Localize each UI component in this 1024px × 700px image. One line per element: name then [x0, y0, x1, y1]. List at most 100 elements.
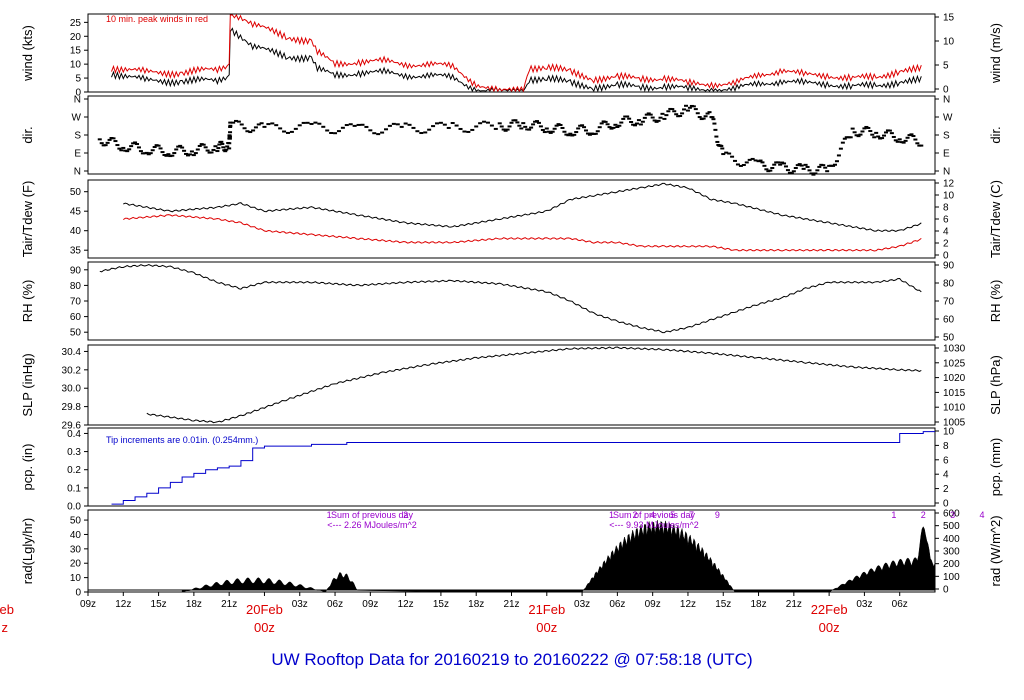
dir-dot: [372, 132, 377, 135]
hour-marker: 3: [950, 510, 955, 520]
y-axis-label-right: dir.: [988, 126, 1003, 143]
dir-dot: [399, 125, 404, 128]
series-line-temp: [123, 182, 922, 233]
dir-dot: [236, 120, 241, 123]
series-line-wind: [111, 13, 922, 93]
dir-dot: [856, 135, 861, 138]
series-area-rad: [181, 520, 936, 593]
panel-frame: [87, 509, 936, 593]
dir-dot: [136, 146, 141, 149]
left-tick-label: N: [74, 167, 81, 178]
left-tick-label: 0.3: [67, 447, 81, 458]
time-tick-label: 21z: [786, 599, 802, 610]
left-tick-label: 50: [70, 516, 82, 527]
dir-dot: [411, 126, 416, 129]
dir-dot: [801, 167, 806, 170]
dir-dot: [182, 149, 187, 152]
dir-dot: [880, 137, 885, 140]
time-tick-label: 06z: [609, 599, 625, 610]
dir-dot: [228, 124, 233, 127]
dir-dot: [209, 151, 214, 154]
dir-dot: [227, 134, 232, 137]
y-axis-label-left: pcp. (in): [20, 444, 35, 491]
dir-dot: [509, 121, 514, 124]
dir-dot: [674, 113, 679, 116]
dir-dot: [156, 144, 161, 147]
time-tick-label: 15z: [715, 599, 731, 610]
dir-dot: [446, 126, 451, 129]
y-axis-label-right: wind (m/s): [988, 23, 1003, 84]
dir-dot: [97, 138, 102, 141]
left-tick-label: 0: [75, 588, 81, 599]
dir-dot: [703, 115, 708, 118]
dir-dot: [793, 167, 798, 170]
dir-dot: [225, 145, 230, 148]
right-tick-label: 10: [943, 37, 955, 48]
right-tick-label: 15: [943, 13, 955, 24]
dir-dot: [872, 136, 877, 139]
dir-dot: [831, 164, 836, 167]
left-tick-label: 20: [70, 32, 82, 43]
dir-dot: [805, 165, 810, 168]
left-tick-label: 0.4: [67, 429, 81, 440]
dir-dot: [193, 152, 198, 155]
dir-dot: [187, 153, 192, 156]
dir-dot: [670, 108, 675, 111]
dir-dot: [216, 147, 221, 150]
dir-dot: [144, 151, 149, 154]
left-tick-label: 35: [70, 246, 82, 257]
dir-dot: [454, 124, 459, 127]
dir-dot: [253, 126, 258, 129]
time-tick-label: 12z: [680, 599, 696, 610]
hour-marker: 5: [670, 510, 675, 520]
dir-dot: [384, 128, 389, 131]
dir-dot: [462, 130, 467, 133]
left-tick-label: 0.0: [67, 502, 81, 513]
dir-dot: [562, 130, 567, 133]
right-tick-label: 200: [943, 559, 960, 570]
time-tick-label: 03z: [574, 599, 590, 610]
dir-dot: [744, 161, 749, 164]
dir-dot: [133, 141, 138, 144]
dir-dot: [838, 147, 843, 150]
time-tick-label: 15z: [151, 599, 167, 610]
dir-dot: [227, 137, 232, 140]
dir-dot: [224, 148, 229, 151]
dir-dot: [672, 110, 677, 113]
time-tick-label: 15z: [433, 599, 449, 610]
dir-dot: [656, 119, 661, 122]
dir-dot: [617, 124, 622, 127]
dir-dot: [721, 153, 726, 156]
dir-dot: [170, 154, 175, 157]
time-tick-label: 12z: [398, 599, 414, 610]
right-tick-label: 4: [943, 227, 949, 238]
dir-dot: [166, 153, 171, 156]
dir-dot: [795, 164, 800, 167]
dir-dot: [474, 125, 479, 128]
dir-dot: [866, 126, 871, 129]
hour-marker: 1: [609, 510, 614, 520]
dir-dot: [531, 123, 536, 126]
dir-dot: [391, 122, 396, 125]
y-axis-label-left: wind (kts): [20, 25, 35, 82]
day-label: 20Feb: [246, 602, 283, 617]
dir-dot: [664, 114, 669, 117]
dir-dot: [860, 130, 865, 133]
dir-dot: [270, 122, 275, 125]
time-tick-label: 18z: [468, 599, 484, 610]
dir-dot: [217, 143, 222, 146]
series-line-slp: [146, 346, 922, 424]
left-tick-label: S: [74, 131, 81, 142]
dir-dot: [274, 124, 279, 127]
dir-dot: [648, 113, 653, 116]
dir-dot: [99, 142, 104, 145]
dir-dot: [121, 146, 126, 149]
dir-dot: [289, 130, 294, 133]
dir-dot: [148, 152, 153, 155]
dir-dot: [344, 124, 349, 127]
panel-wind: 0 5 10 15 20 25 0 5 10 15 wind (kts) wind (m/s): [20, 13, 1003, 99]
time-tick-label: 18z: [750, 599, 766, 610]
dir-dot: [521, 122, 526, 125]
time-tick-label: 21z: [221, 599, 237, 610]
dir-dot: [627, 117, 632, 120]
